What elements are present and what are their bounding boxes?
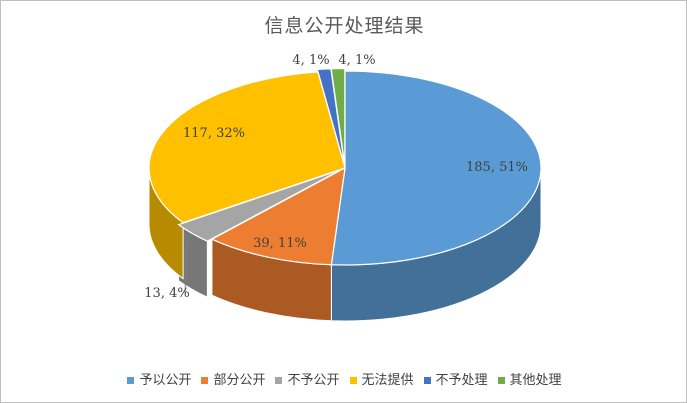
chart-title: 信息公开处理结果 xyxy=(264,15,425,37)
legend-label: 部分公开 xyxy=(213,373,266,388)
data-label: 4, 1% xyxy=(292,53,329,68)
legend-item: 予以公开 xyxy=(127,369,191,388)
legend-item: 其他处理 xyxy=(497,369,562,388)
legend-label: 不予处理 xyxy=(435,373,488,388)
slice-1-top xyxy=(210,166,346,266)
chart-legend: 予以公开 部分公开 不予公开 无法提供 不予处理 其他处理 xyxy=(1,369,686,388)
legend-swatch xyxy=(349,377,357,384)
slice-3-top xyxy=(148,71,346,224)
legend-label: 不予公开 xyxy=(287,373,340,388)
data-label: 185, 51% xyxy=(466,160,528,175)
data-label: 117, 32% xyxy=(183,126,245,141)
legend-label: 无法提供 xyxy=(361,373,414,388)
data-label: 39, 11% xyxy=(253,236,307,251)
slice-0-top xyxy=(330,70,542,266)
legend-item: 部分公开 xyxy=(201,369,265,388)
slice-5-top xyxy=(330,67,346,166)
legend-swatch xyxy=(127,377,135,384)
legend-swatch xyxy=(201,377,209,384)
legend-item: 不予公开 xyxy=(275,369,340,388)
data-label: 13, 4% xyxy=(144,286,189,301)
legend-swatch xyxy=(497,377,505,384)
legend-label: 予以公开 xyxy=(139,373,192,388)
legend-item: 无法提供 xyxy=(349,369,414,388)
legend-item: 不予处理 xyxy=(423,369,488,388)
pie-tops xyxy=(148,67,542,266)
data-label: 4, 1% xyxy=(338,53,375,68)
slice-2-top xyxy=(177,169,341,242)
data-label-leader xyxy=(184,240,188,294)
data-labels: 185, 51% 39, 11% 13, 4% 117, 32% 4, 1% 4, 1% xyxy=(144,53,528,301)
legend-swatch xyxy=(423,377,431,384)
pie-sides xyxy=(148,167,542,322)
legend-swatch xyxy=(275,377,283,384)
legend-label: 其他处理 xyxy=(509,373,562,388)
